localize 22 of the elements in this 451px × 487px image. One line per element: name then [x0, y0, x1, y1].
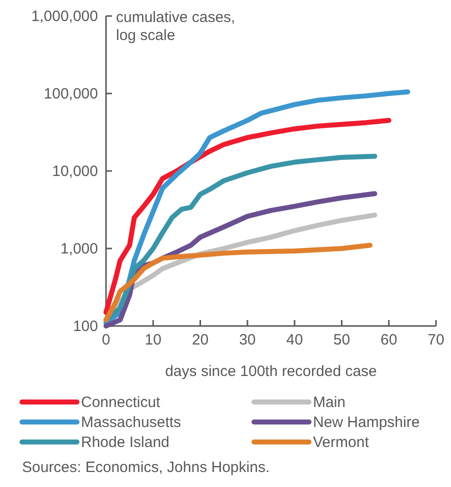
- x-tick-label: 10: [144, 332, 162, 349]
- x-tick-label: 40: [286, 332, 303, 349]
- y-tick-label: 1,000: [60, 240, 98, 258]
- legend-label: Connecticut: [81, 394, 162, 411]
- y-tick-label: 100: [72, 318, 98, 335]
- legend-label: Main: [313, 394, 346, 411]
- x-tick-label: 60: [380, 332, 398, 349]
- legend-label: New Hampshire: [313, 414, 420, 431]
- x-tick-label: 70: [428, 332, 444, 349]
- x-tick-label: 0: [102, 332, 110, 349]
- x-tick-label: 30: [239, 332, 256, 349]
- x-tick-label: 20: [192, 332, 209, 349]
- legend-label: Rhode Island: [81, 434, 170, 451]
- x-tick-label: 50: [333, 332, 350, 349]
- x-axis-title: days since 100th recorded case: [165, 363, 377, 380]
- y-axis-title: cumulative cases, log scale: [116, 9, 236, 44]
- legend-label: Massachusetts: [81, 414, 182, 431]
- source-note: Sources: Economics, Johns Hopkins.: [22, 459, 270, 476]
- legend-label: Vermont: [313, 434, 370, 451]
- y-tick-label: 10,000: [52, 162, 98, 180]
- y-tick-label: 100,000: [44, 85, 98, 102]
- y-tick-label: 1,000,000: [31, 8, 98, 25]
